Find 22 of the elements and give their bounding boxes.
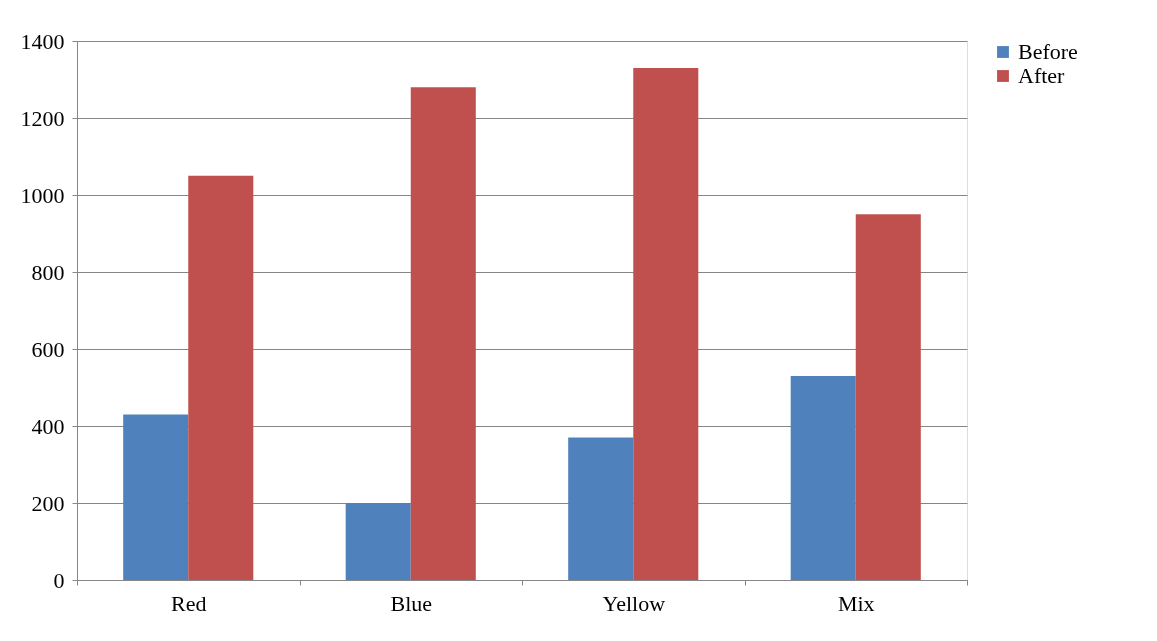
x-tick-label: Mix bbox=[837, 590, 875, 616]
x-tick-label: Blue bbox=[390, 590, 433, 616]
y-tick-label: 600 bbox=[31, 336, 65, 362]
bar bbox=[345, 503, 411, 580]
bar bbox=[410, 87, 476, 580]
y-tick-label: 200 bbox=[31, 490, 65, 516]
legend-label: Before bbox=[1018, 39, 1078, 64]
y-tick-label: 0 bbox=[53, 567, 65, 593]
legend-label: After bbox=[1018, 63, 1066, 88]
bar bbox=[568, 437, 634, 580]
y-tick-label: 800 bbox=[31, 259, 65, 285]
bar bbox=[188, 175, 254, 580]
y-tick-label: 1400 bbox=[20, 28, 65, 54]
x-tick-label: Red bbox=[171, 590, 207, 616]
y-tick-label: 1200 bbox=[20, 105, 65, 131]
bar bbox=[633, 67, 699, 580]
bar bbox=[855, 214, 921, 580]
y-tick-label: 1000 bbox=[20, 182, 65, 208]
bar bbox=[790, 375, 856, 580]
bar bbox=[123, 414, 189, 580]
y-tick-label: 400 bbox=[31, 413, 65, 439]
x-tick-label: Yellow bbox=[602, 590, 666, 616]
